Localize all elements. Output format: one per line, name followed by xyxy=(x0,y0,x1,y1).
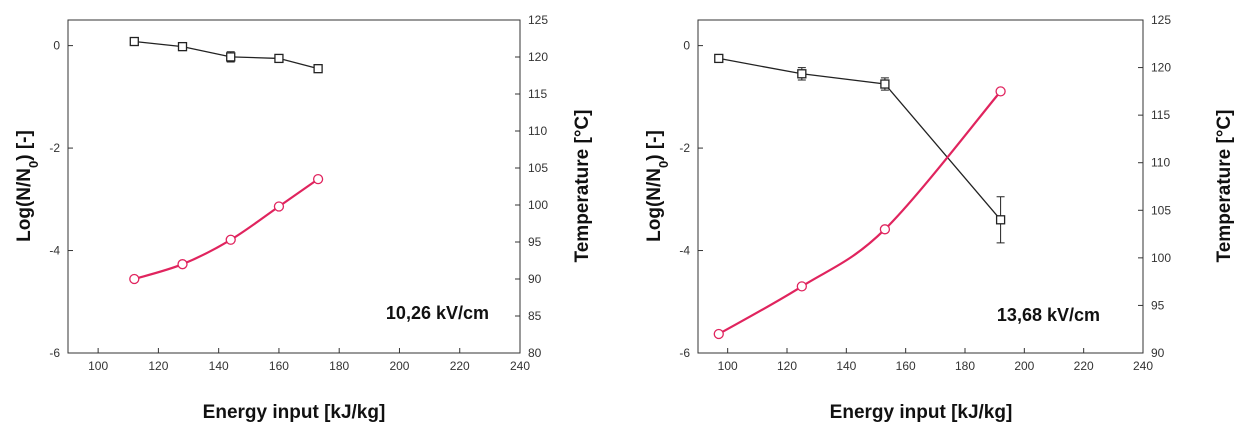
log-reduction-point xyxy=(995,215,1006,225)
plot-frame-2 xyxy=(697,19,1144,354)
log-reduction-point xyxy=(797,69,807,79)
log-reduction-series-line xyxy=(718,57,1002,221)
y-axis-left-label-2: Log(N/N0) [-] xyxy=(644,130,671,242)
y-left-tick-label: -4 xyxy=(679,244,690,258)
y-right-tick-label: 115 xyxy=(528,87,547,101)
x-tick-label: 180 xyxy=(329,359,349,373)
log-reduction-point xyxy=(880,79,890,89)
y-right-tick-label: 95 xyxy=(1151,298,1165,312)
log-reduction-point xyxy=(313,64,323,74)
y-right-tick-label: 105 xyxy=(528,161,548,175)
y-right-tick-label: 110 xyxy=(1151,156,1170,170)
y-left-tick-label: 0 xyxy=(53,39,60,53)
y-right-tick-label: 80 xyxy=(528,346,542,360)
x-tick-label: 220 xyxy=(1074,359,1094,373)
temperature-series-line xyxy=(718,90,1002,335)
x-tick-label: 120 xyxy=(148,359,168,373)
y-left-tick-label: -6 xyxy=(679,346,690,360)
x-tick-label: 160 xyxy=(269,359,289,373)
y-left-tick-label: 0 xyxy=(683,39,690,53)
y-right-tick-label: 105 xyxy=(1151,203,1171,217)
plot-frame-1 xyxy=(67,19,521,354)
y-right-tick-label: 100 xyxy=(528,198,548,212)
x-tick-label: 100 xyxy=(88,359,108,373)
field-strength-annotation-1: 10,26 kV/cm xyxy=(386,303,489,323)
y-right-tick-label: 110 xyxy=(528,124,547,138)
temperature-point xyxy=(713,328,724,340)
chart-panel-1: Energy input [kJ/kg] Log(N/N0) [-] Tempe… xyxy=(14,13,593,423)
y-right-tick-label: 85 xyxy=(528,309,542,323)
x-tick-label: 180 xyxy=(955,359,975,373)
x-tick-label: 200 xyxy=(1014,359,1034,373)
temperature-point xyxy=(273,201,285,212)
x-tick-label: 240 xyxy=(1133,359,1153,373)
log-reduction-point xyxy=(177,41,188,52)
log-reduction-point xyxy=(714,53,724,64)
y-left-tick-label: -4 xyxy=(49,244,60,258)
x-axis-label-1: Energy input [kJ/kg] xyxy=(203,402,386,423)
temperature-point xyxy=(177,259,188,270)
y-right-tick-label: 120 xyxy=(528,50,548,64)
x-tick-label: 220 xyxy=(450,359,470,373)
x-tick-label: 100 xyxy=(718,359,738,373)
y-right-tick-label: 95 xyxy=(528,235,542,249)
x-tick-label: 240 xyxy=(510,359,530,373)
y-right-tick-label: 90 xyxy=(528,272,542,286)
y-left-tick-label: -2 xyxy=(679,141,690,155)
chart-panel-2: Energy input [kJ/kg] Log(N/N0) [-] Tempe… xyxy=(644,13,1235,423)
x-tick-label: 140 xyxy=(836,359,856,373)
y-right-tick-label: 115 xyxy=(1151,108,1170,122)
field-strength-annotation-2: 13,68 kV/cm xyxy=(997,305,1100,325)
y-right-tick-label: 125 xyxy=(528,13,548,27)
temperature-point xyxy=(312,173,324,185)
y-right-tick-label: 125 xyxy=(1151,13,1171,27)
temperature-series-line xyxy=(133,178,319,281)
y-axis-left-label-1: Log(N/N0) [-] xyxy=(14,130,41,242)
x-tick-label: 120 xyxy=(777,359,797,373)
log-reduction-point xyxy=(226,52,236,62)
y-axis-right-label-2: Temperature [°C] xyxy=(1214,110,1235,263)
x-axis-label-2: Energy input [kJ/kg] xyxy=(830,402,1013,423)
y-left-tick-label: -2 xyxy=(49,141,60,155)
x-tick-label: 140 xyxy=(209,359,229,373)
y-right-tick-label: 100 xyxy=(1151,251,1171,265)
log-reduction-point xyxy=(129,36,139,47)
y-left-tick-label: -6 xyxy=(49,346,60,360)
chart-marks-2: 100 120 140 160 180 200 220 240 -6 -4 -2 0 90 95 100 10… xyxy=(679,13,1171,373)
x-tick-label: 200 xyxy=(389,359,409,373)
temperature-point xyxy=(879,224,891,235)
temperature-point xyxy=(129,273,140,285)
log-reduction-point xyxy=(274,53,284,64)
y-axis-right-label-1: Temperature [°C] xyxy=(572,110,593,263)
chart-marks-1: 100 120 140 160 180 200 220 240 -6 -4 -2 0 80 85 90 95 1… xyxy=(49,13,548,373)
x-tick-label: 160 xyxy=(896,359,916,373)
temperature-point xyxy=(796,281,807,292)
y-right-tick-label: 90 xyxy=(1151,346,1165,360)
temperature-point xyxy=(995,86,1006,97)
temperature-point xyxy=(225,234,236,245)
y-right-tick-label: 120 xyxy=(1151,61,1171,75)
